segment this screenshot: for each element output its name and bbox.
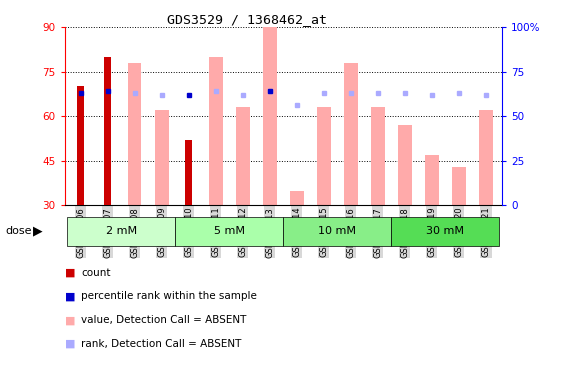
Bar [317,107,330,205]
FancyBboxPatch shape [67,217,175,246]
Bar [77,86,84,205]
Text: rank, Detection Call = ABSENT: rank, Detection Call = ABSENT [81,339,242,349]
Text: 30 mM: 30 mM [426,226,465,237]
Bar [479,110,493,205]
FancyBboxPatch shape [175,217,283,246]
Text: ■: ■ [65,291,75,301]
Bar [209,56,223,205]
Text: 5 mM: 5 mM [214,226,245,237]
FancyBboxPatch shape [283,217,392,246]
Text: value, Detection Call = ABSENT: value, Detection Call = ABSENT [81,315,247,325]
Bar [155,110,168,205]
Bar [263,27,277,205]
Text: dose: dose [6,226,32,237]
Text: percentile rank within the sample: percentile rank within the sample [81,291,257,301]
Bar [398,125,412,205]
Text: ▶: ▶ [33,225,43,238]
Text: ■: ■ [65,315,75,325]
Bar [371,107,385,205]
Bar [290,190,304,205]
Bar [128,63,141,205]
Text: ■: ■ [65,339,75,349]
Bar [425,155,439,205]
Bar [185,140,192,205]
Text: count: count [81,268,111,278]
Bar [236,107,250,205]
Bar [452,167,466,205]
Text: GDS3529 / 1368462_at: GDS3529 / 1368462_at [167,13,327,26]
FancyBboxPatch shape [392,217,499,246]
Bar [344,63,357,205]
Text: 10 mM: 10 mM [318,226,356,237]
Text: ■: ■ [65,268,75,278]
Bar [104,56,111,205]
Text: 2 mM: 2 mM [105,226,137,237]
